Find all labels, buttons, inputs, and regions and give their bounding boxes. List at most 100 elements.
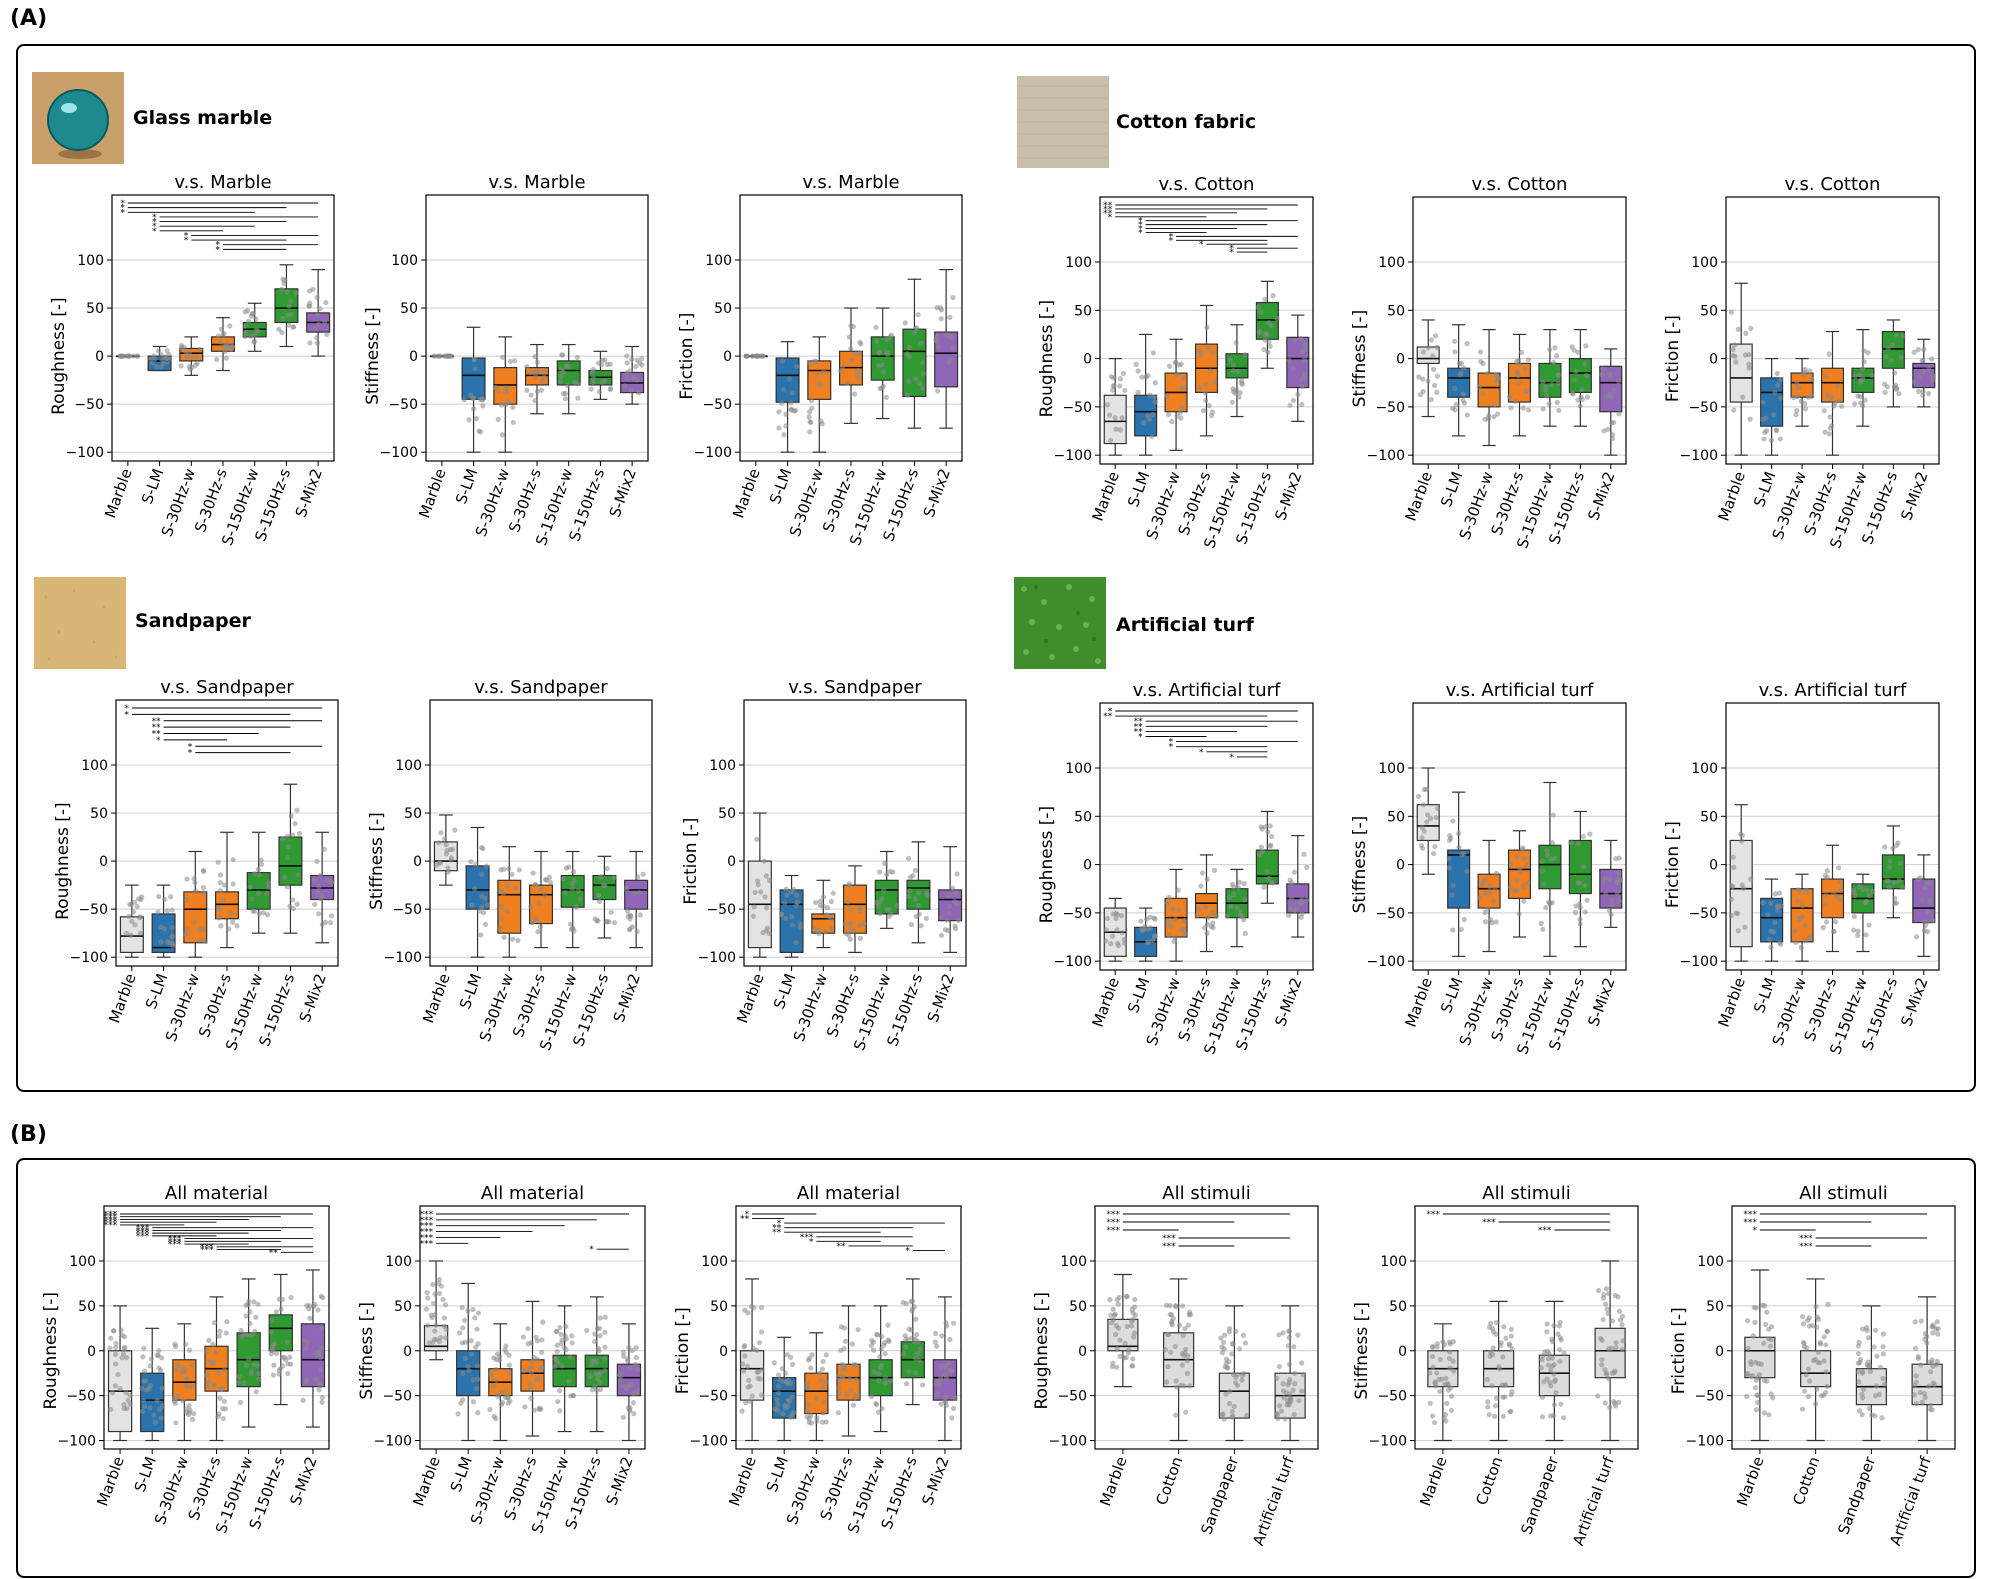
box-s-30hz-s bbox=[1194, 304, 1219, 437]
chart-title: v.s. Sandpaper bbox=[788, 677, 922, 698]
data-point bbox=[1728, 309, 1735, 315]
data-point bbox=[1551, 1402, 1557, 1408]
data-point bbox=[1205, 345, 1211, 351]
data-point bbox=[1915, 347, 1921, 353]
data-point bbox=[109, 1390, 116, 1396]
data-point bbox=[1587, 831, 1593, 837]
data-point bbox=[1728, 912, 1735, 919]
data-point bbox=[534, 388, 540, 394]
data-point bbox=[220, 1406, 226, 1412]
data-point bbox=[536, 900, 542, 906]
data-point bbox=[784, 892, 790, 898]
data-point bbox=[938, 1363, 944, 1370]
data-point bbox=[1447, 1365, 1453, 1371]
data-point bbox=[1425, 378, 1431, 384]
significance-bar: *** bbox=[420, 1233, 501, 1243]
data-point bbox=[849, 357, 855, 363]
data-point bbox=[1266, 339, 1272, 345]
data-point bbox=[192, 879, 198, 886]
data-point bbox=[117, 1386, 123, 1392]
x-tick-label: Sandpaper bbox=[1834, 1453, 1879, 1536]
data-point bbox=[1302, 346, 1308, 352]
box-iqr bbox=[804, 1372, 829, 1415]
data-point bbox=[499, 432, 506, 438]
data-point bbox=[1729, 883, 1735, 889]
data-point bbox=[1880, 1344, 1886, 1350]
data-point bbox=[783, 886, 789, 892]
data-point bbox=[627, 1365, 633, 1371]
data-point bbox=[1113, 1331, 1119, 1338]
data-point bbox=[1165, 900, 1171, 906]
significance-bar: * bbox=[1199, 240, 1268, 250]
data-point bbox=[1770, 929, 1777, 935]
data-point bbox=[200, 884, 206, 891]
data-point bbox=[780, 1411, 786, 1417]
data-point bbox=[318, 896, 324, 902]
data-point bbox=[633, 363, 639, 370]
data-point bbox=[1862, 397, 1868, 403]
data-point bbox=[218, 326, 224, 332]
data-point bbox=[1213, 913, 1219, 919]
data-point bbox=[1204, 324, 1210, 330]
data-point bbox=[127, 1401, 133, 1407]
data-point bbox=[620, 1349, 626, 1355]
data-point bbox=[256, 1370, 262, 1377]
data-point bbox=[530, 870, 536, 876]
data-point bbox=[1288, 880, 1295, 886]
data-point bbox=[628, 387, 634, 393]
data-point bbox=[1453, 401, 1459, 408]
data-point bbox=[1925, 909, 1931, 915]
data-point bbox=[1802, 369, 1808, 375]
data-point bbox=[503, 385, 509, 391]
data-point bbox=[1434, 1341, 1440, 1347]
data-point bbox=[1832, 919, 1839, 925]
significance-marker: * bbox=[120, 204, 125, 214]
data-point bbox=[1135, 368, 1141, 374]
data-point bbox=[1420, 802, 1427, 808]
y-tick-label: 100 bbox=[81, 758, 108, 774]
data-point bbox=[504, 908, 510, 914]
data-point bbox=[1425, 345, 1431, 351]
data-point bbox=[1551, 359, 1557, 366]
data-point bbox=[762, 894, 768, 900]
data-point bbox=[1139, 374, 1145, 380]
data-point bbox=[920, 371, 926, 377]
data-point bbox=[1274, 1375, 1280, 1381]
data-point bbox=[449, 353, 455, 359]
data-point bbox=[624, 887, 630, 893]
data-point bbox=[876, 350, 883, 356]
data-point bbox=[1228, 903, 1234, 910]
data-point bbox=[1930, 918, 1936, 924]
significance-marker: *** bbox=[168, 1240, 182, 1250]
data-point bbox=[1930, 1330, 1936, 1336]
data-point bbox=[786, 376, 793, 382]
data-point bbox=[1508, 405, 1514, 411]
data-point bbox=[155, 909, 161, 915]
data-point bbox=[1733, 359, 1739, 365]
data-point bbox=[1520, 405, 1526, 411]
data-point bbox=[1599, 372, 1605, 378]
y-tick-label: 0 bbox=[1396, 858, 1405, 874]
data-point bbox=[1831, 403, 1837, 409]
data-point bbox=[1227, 357, 1233, 363]
y-tick-label: 0 bbox=[403, 1344, 412, 1360]
y-tick-label: 0 bbox=[1083, 352, 1092, 368]
data-point bbox=[1185, 1322, 1191, 1328]
data-point bbox=[938, 914, 945, 920]
data-point bbox=[811, 926, 818, 933]
data-point bbox=[307, 340, 313, 346]
data-point bbox=[1824, 868, 1830, 874]
significance-bar: *** bbox=[104, 1221, 185, 1231]
data-point bbox=[1861, 348, 1867, 354]
significance-marker: * bbox=[905, 1246, 910, 1256]
box-s-150hz-w bbox=[1850, 873, 1875, 953]
significance-bar: *** bbox=[136, 1226, 281, 1236]
data-point bbox=[180, 1398, 186, 1404]
x-tick-label: Marble bbox=[105, 971, 139, 1025]
data-point bbox=[855, 369, 861, 375]
data-point bbox=[224, 343, 231, 349]
data-point bbox=[1477, 349, 1484, 355]
data-point bbox=[906, 354, 912, 360]
